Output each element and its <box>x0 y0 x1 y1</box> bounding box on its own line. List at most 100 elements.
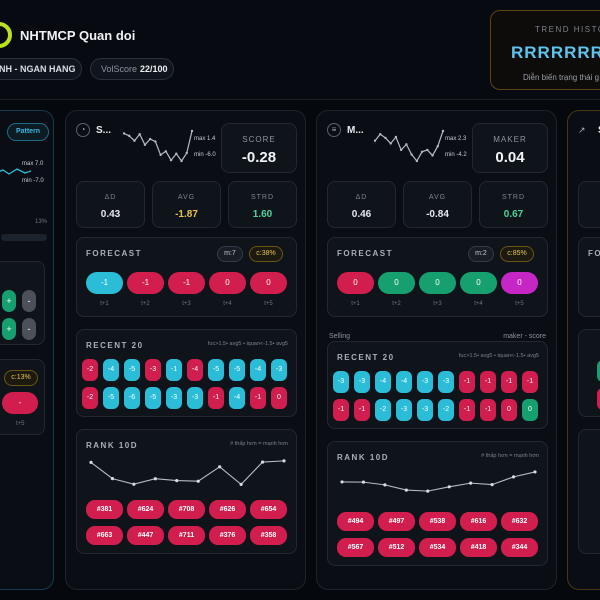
recent-chip[interactable]: -1 <box>501 371 517 393</box>
recent-chip[interactable]: 0 <box>522 399 538 421</box>
pattern-tab[interactable]: Pattern <box>7 123 49 141</box>
forecast-pill[interactable]: 0 <box>250 272 287 294</box>
rank-chip[interactable]: #447 <box>127 526 164 545</box>
forecast-pill[interactable]: 0 <box>419 272 456 294</box>
rank-chip[interactable]: #654 <box>250 500 287 519</box>
recent-chip[interactable]: -1 <box>522 371 538 393</box>
forecast-pill[interactable]: -1 <box>127 272 164 294</box>
recent-chip[interactable]: -3 <box>417 399 433 421</box>
rank-line-path <box>90 460 285 486</box>
recent-chip[interactable]: -1 <box>480 371 496 393</box>
recent-chip[interactable]: -2 <box>82 387 98 409</box>
recent-chip[interactable]: 0 <box>501 399 517 421</box>
sector-badge[interactable]: NH - NGAN HANG <box>0 58 82 80</box>
forecast-pill[interactable]: -1 <box>168 272 205 294</box>
minus-button[interactable]: - <box>22 318 36 340</box>
forecast-pill[interactable]: 0 <box>460 272 497 294</box>
selling-label: Selling <box>329 333 351 340</box>
forecast-pill[interactable]: - <box>2 392 38 414</box>
recent-chip[interactable]: -4 <box>103 359 119 381</box>
recent-chip[interactable]: -1 <box>459 399 475 421</box>
recent-chip[interactable]: -4 <box>250 359 266 381</box>
volscore-badge: VolScore 22/100 <box>90 58 174 80</box>
rank-chip[interactable]: #624 <box>127 500 164 519</box>
rank-chip[interactable]: #567 <box>337 538 374 557</box>
rank-chip[interactable]: #663 <box>86 526 123 545</box>
recent-chip[interactable]: -1 <box>333 399 349 421</box>
score-label: SCORE <box>242 135 276 144</box>
recent-chip[interactable]: -1 <box>354 399 370 421</box>
sparkline-point <box>410 153 413 156</box>
forecast-m-badge: m:7 <box>217 246 243 262</box>
recent-chip[interactable]: -1 <box>597 388 600 410</box>
recent-chip[interactable]: -1 <box>459 371 475 393</box>
rank-chip[interactable]: #376 <box>209 526 246 545</box>
plus-button[interactable]: + <box>2 318 16 340</box>
rank-chip[interactable]: #534 <box>419 538 456 557</box>
recent-chip[interactable]: -5 <box>124 359 140 381</box>
recent-chip[interactable]: -3 <box>271 359 287 381</box>
rank-chip[interactable]: #711 <box>168 526 205 545</box>
plus-button[interactable]: + <box>2 290 16 312</box>
forecast-pill[interactable]: 0 <box>501 272 538 294</box>
recent-chip[interactable]: -1 <box>166 359 182 381</box>
recent-chip[interactable]: -3 <box>396 399 412 421</box>
forecast-pill[interactable]: 0 <box>209 272 246 294</box>
recent-chip[interactable]: -4 <box>187 359 203 381</box>
menu-icon[interactable]: ≡ <box>327 123 341 137</box>
recent-chip[interactable]: 2 <box>597 360 600 382</box>
rank-chip[interactable]: #538 <box>419 512 456 531</box>
forecast-pill[interactable]: 0 <box>378 272 415 294</box>
page-title: NHTMCP Quan doi <box>20 28 136 43</box>
recent-chip[interactable]: -3 <box>417 371 433 393</box>
recent-chip[interactable]: -2 <box>82 359 98 381</box>
recent-chip[interactable]: -4 <box>396 371 412 393</box>
recent-chip[interactable]: -6 <box>124 387 140 409</box>
recent-chip[interactable]: -3 <box>166 387 182 409</box>
recent-chip[interactable]: -1 <box>480 399 496 421</box>
recent-chip[interactable]: -5 <box>229 359 245 381</box>
recent-chip[interactable]: -3 <box>145 359 161 381</box>
panel-title: M... <box>347 125 364 136</box>
rank-chip[interactable]: #632 <box>501 512 538 531</box>
recent-chip[interactable]: -4 <box>229 387 245 409</box>
rank-line-point <box>282 459 286 463</box>
rank-chip[interactable]: #626 <box>209 500 246 519</box>
logo-icon <box>0 22 12 48</box>
score-card: MAKER 0.04 <box>472 123 548 173</box>
recent-chip[interactable]: -3 <box>187 387 203 409</box>
recent-chip[interactable]: -2 <box>438 399 454 421</box>
rank-line-point <box>110 477 115 481</box>
rank-chip[interactable]: #418 <box>460 538 497 557</box>
recent-chip[interactable]: -1 <box>208 387 224 409</box>
forecast-pill[interactable]: 0 <box>337 272 374 294</box>
top-header: NHTMCP Quan doi NH - NGAN HANG VolScore 2… <box>0 0 600 100</box>
gauge-icon[interactable]: ◔ <box>76 123 90 137</box>
rank-chip[interactable]: #708 <box>168 500 205 519</box>
recent-chip[interactable]: -4 <box>375 371 391 393</box>
recent-chip[interactable]: -5 <box>208 359 224 381</box>
recent-chip[interactable]: -1 <box>250 387 266 409</box>
rank-line-point <box>239 482 243 486</box>
rank-chip[interactable]: #512 <box>378 538 415 557</box>
forecast-step-label: t+5 <box>515 301 524 307</box>
recent-chip[interactable]: -2 <box>375 399 391 421</box>
rank-chip[interactable]: #381 <box>86 500 123 519</box>
rank-chip[interactable]: #497 <box>378 512 415 531</box>
recent-chip[interactable]: -3 <box>333 371 349 393</box>
forecast-pill[interactable]: -1 <box>86 272 123 294</box>
rank-line-point <box>469 481 473 485</box>
recent-title: RECENT 20 <box>86 341 144 350</box>
rank-chip[interactable]: #616 <box>460 512 497 531</box>
recent-chip[interactable]: -3 <box>354 371 370 393</box>
forecast-card: FORECAST m:7 c:38% -1 t+1 -1 t+2 -1 t+3 0 t+4 0 t+5 <box>76 237 297 317</box>
recent-chip[interactable]: 0 <box>271 387 287 409</box>
recent-chip[interactable]: -5 <box>103 387 119 409</box>
rank-chip[interactable]: #358 <box>250 526 287 545</box>
recent-chip[interactable]: -3 <box>438 371 454 393</box>
trend-history-card[interactable]: TREND HISTO RRRRRRR Diễn biến trạng thái… <box>490 10 600 90</box>
rank-chip[interactable]: #344 <box>501 538 538 557</box>
minus-button[interactable]: - <box>22 290 36 312</box>
recent-chip[interactable]: -5 <box>145 387 161 409</box>
rank-chip[interactable]: #494 <box>337 512 374 531</box>
